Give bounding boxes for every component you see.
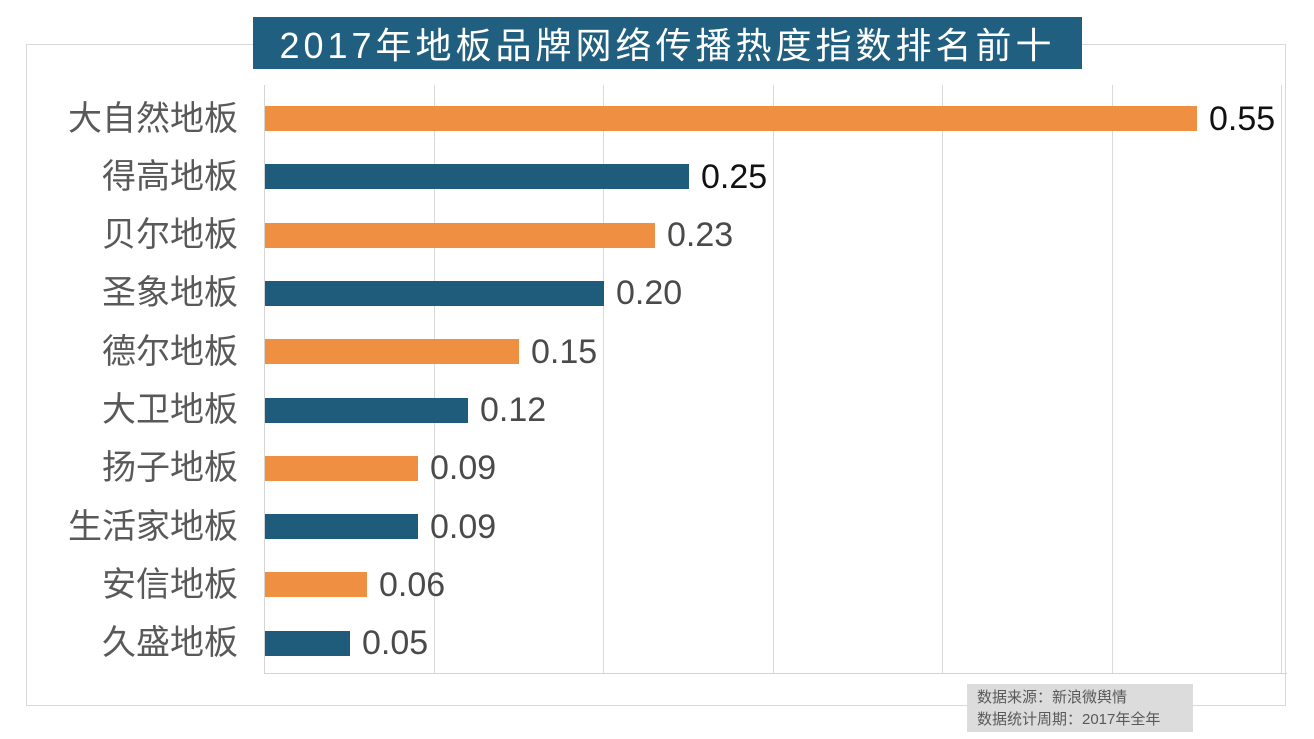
bar <box>265 630 350 656</box>
bar <box>265 280 604 306</box>
source-note: 数据来源：新浪微舆情 <box>977 689 1128 706</box>
gridline <box>1111 85 1113 673</box>
bar <box>265 106 1197 131</box>
gridline <box>433 85 435 673</box>
value-label: 0.06 <box>379 565 446 604</box>
period-note: 数据统计周期：2017年全年 <box>977 711 1161 728</box>
category-label: 得高地板 <box>102 157 238 196</box>
gridline <box>1281 85 1282 673</box>
category-label: 贝尔地板 <box>102 216 238 255</box>
category-label: 扬子地板 <box>102 449 238 488</box>
bar <box>265 339 519 365</box>
chart-title: 2017年地板品牌网络传播热度指数排名前十 <box>279 25 1056 66</box>
category-label: 圣象地板 <box>102 274 238 313</box>
source-note-box: 数据来源：新浪微舆情 数据统计周期：2017年全年 <box>967 684 1193 732</box>
bar <box>265 397 468 423</box>
gridline <box>603 85 604 673</box>
value-label: 0.09 <box>430 507 497 546</box>
category-label: 德尔地板 <box>102 332 238 371</box>
value-label: 0.25 <box>701 157 768 196</box>
y-axis-line <box>264 85 265 673</box>
bar <box>265 514 418 540</box>
bar <box>265 572 367 598</box>
gridline <box>772 85 774 673</box>
category-label: 安信地板 <box>102 565 238 604</box>
bar <box>265 222 655 248</box>
category-label: 大自然地板 <box>68 99 238 138</box>
gridline <box>942 85 943 673</box>
value-label: 0.15 <box>531 332 598 371</box>
value-label: 0.55 <box>1209 99 1276 138</box>
value-label: 0.12 <box>480 391 547 429</box>
value-label: 0.20 <box>616 274 683 313</box>
chart-title-banner: 2017年地板品牌网络传播热度指数排名前十 <box>253 17 1082 69</box>
bar <box>265 455 418 481</box>
x-baseline <box>264 673 1287 674</box>
value-label: 0.05 <box>362 624 429 663</box>
bar <box>265 164 689 190</box>
value-label: 0.23 <box>667 216 734 255</box>
value-label: 0.09 <box>430 449 497 488</box>
category-label: 生活家地板 <box>68 507 238 546</box>
category-label: 久盛地板 <box>102 624 238 663</box>
category-label: 大卫地板 <box>102 391 238 429</box>
